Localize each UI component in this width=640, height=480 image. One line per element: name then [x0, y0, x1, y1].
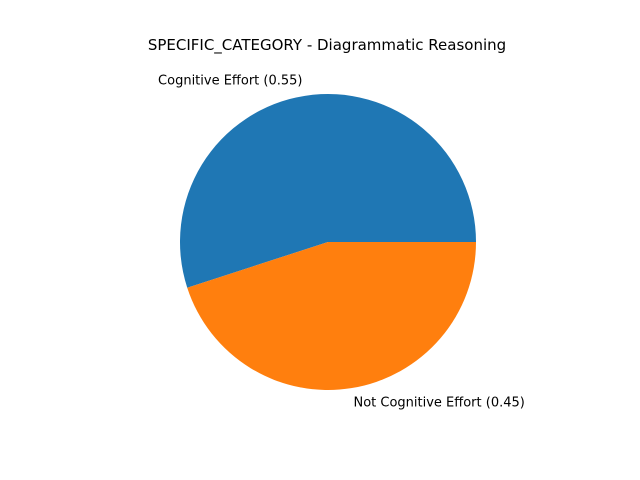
pie-slice-1 — [187, 242, 477, 391]
slices-layer — [180, 94, 477, 391]
slice-label-1: Not Cognitive Effort (0.45) — [353, 395, 524, 410]
labels-layer: Cognitive Effort (0.55) Not Cognitive Eff… — [158, 74, 525, 411]
chart-title: SPECIFIC_CATEGORY - Diagrammatic Reasoni… — [148, 36, 506, 55]
slice-label-0: Cognitive Effort (0.55) — [158, 74, 302, 89]
pie-slice-0 — [180, 94, 476, 288]
